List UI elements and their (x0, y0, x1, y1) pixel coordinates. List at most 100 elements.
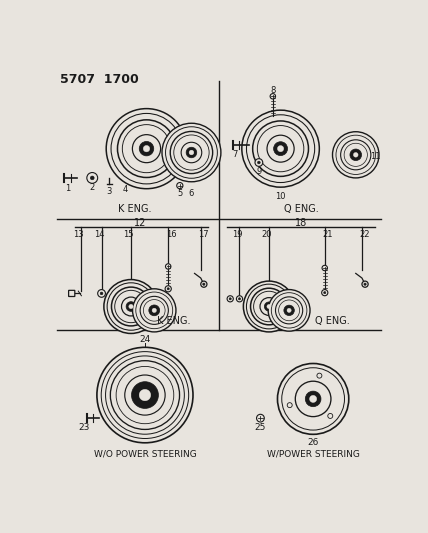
Circle shape (227, 296, 233, 302)
Text: 23: 23 (79, 423, 90, 432)
Circle shape (139, 389, 151, 401)
Circle shape (244, 281, 294, 332)
Circle shape (139, 141, 154, 156)
Circle shape (242, 110, 319, 187)
Circle shape (122, 297, 140, 316)
Circle shape (131, 382, 158, 408)
Circle shape (238, 298, 241, 300)
Text: 25: 25 (255, 423, 266, 432)
Circle shape (132, 135, 160, 163)
Circle shape (267, 135, 294, 162)
Circle shape (362, 281, 368, 287)
Circle shape (273, 142, 288, 156)
Text: 3: 3 (107, 187, 112, 196)
Circle shape (322, 265, 327, 271)
Circle shape (98, 289, 105, 297)
Text: 4: 4 (123, 185, 128, 194)
Circle shape (203, 283, 205, 285)
Circle shape (276, 297, 303, 324)
Text: 20: 20 (262, 230, 272, 239)
Circle shape (111, 287, 151, 326)
Circle shape (284, 305, 294, 316)
Text: 9: 9 (256, 167, 262, 176)
Circle shape (126, 302, 136, 311)
Circle shape (267, 304, 271, 309)
Circle shape (350, 149, 362, 160)
Circle shape (186, 147, 197, 158)
Circle shape (104, 280, 158, 334)
Circle shape (333, 132, 379, 178)
Text: 1: 1 (65, 184, 70, 193)
Circle shape (265, 302, 273, 311)
Circle shape (170, 132, 213, 174)
Circle shape (322, 289, 328, 296)
Text: 17: 17 (199, 230, 209, 239)
Circle shape (270, 94, 276, 99)
Text: 15: 15 (123, 230, 134, 239)
Circle shape (100, 292, 103, 295)
Circle shape (143, 146, 150, 152)
Circle shape (229, 298, 231, 300)
Circle shape (354, 152, 358, 157)
Text: 22: 22 (360, 230, 370, 239)
Text: 21: 21 (323, 230, 333, 239)
Circle shape (201, 281, 207, 287)
Text: Q ENG.: Q ENG. (284, 204, 319, 214)
Text: 11: 11 (370, 152, 380, 161)
Circle shape (117, 120, 175, 177)
Circle shape (129, 304, 133, 309)
Circle shape (309, 395, 317, 402)
Circle shape (253, 121, 309, 176)
Text: 10: 10 (275, 192, 286, 201)
Text: 16: 16 (166, 230, 177, 239)
Circle shape (165, 286, 171, 292)
Text: 2: 2 (89, 183, 95, 192)
Text: 24: 24 (140, 335, 151, 344)
Circle shape (341, 140, 371, 170)
Circle shape (258, 161, 260, 164)
Text: 26: 26 (307, 438, 319, 447)
Text: 14: 14 (94, 230, 104, 239)
Circle shape (189, 150, 194, 155)
Text: Q ENG.: Q ENG. (315, 316, 350, 326)
Circle shape (125, 375, 165, 415)
Circle shape (255, 159, 263, 166)
Text: 5707  1700: 5707 1700 (59, 73, 138, 86)
Text: 19: 19 (232, 230, 242, 239)
Circle shape (236, 296, 243, 302)
Circle shape (90, 176, 94, 180)
Circle shape (256, 414, 265, 422)
Circle shape (106, 109, 187, 189)
Circle shape (277, 146, 284, 152)
Circle shape (152, 308, 156, 312)
Text: K ENG.: K ENG. (157, 316, 190, 326)
Text: 7: 7 (232, 150, 238, 159)
Circle shape (166, 264, 171, 269)
Circle shape (149, 305, 160, 316)
Circle shape (328, 414, 333, 418)
Circle shape (181, 142, 202, 163)
Circle shape (97, 348, 193, 443)
Text: K ENG.: K ENG. (118, 204, 152, 214)
Circle shape (250, 288, 287, 325)
Circle shape (162, 123, 221, 182)
Circle shape (87, 173, 98, 183)
Circle shape (167, 288, 169, 290)
Text: W/O POWER STEERING: W/O POWER STEERING (94, 449, 196, 458)
Circle shape (287, 402, 292, 408)
FancyBboxPatch shape (68, 290, 75, 296)
Text: 13: 13 (73, 230, 83, 239)
Text: 5: 5 (177, 189, 182, 198)
Text: 6: 6 (189, 189, 194, 198)
Circle shape (324, 292, 326, 294)
Text: 8: 8 (270, 86, 276, 95)
Circle shape (305, 391, 321, 407)
Circle shape (277, 364, 349, 434)
Text: 18: 18 (295, 219, 308, 228)
Circle shape (268, 289, 310, 331)
Circle shape (317, 373, 322, 378)
Text: 12: 12 (134, 219, 146, 228)
Circle shape (364, 283, 366, 285)
Text: W/POWER STEERING: W/POWER STEERING (267, 449, 360, 458)
Circle shape (287, 308, 291, 312)
